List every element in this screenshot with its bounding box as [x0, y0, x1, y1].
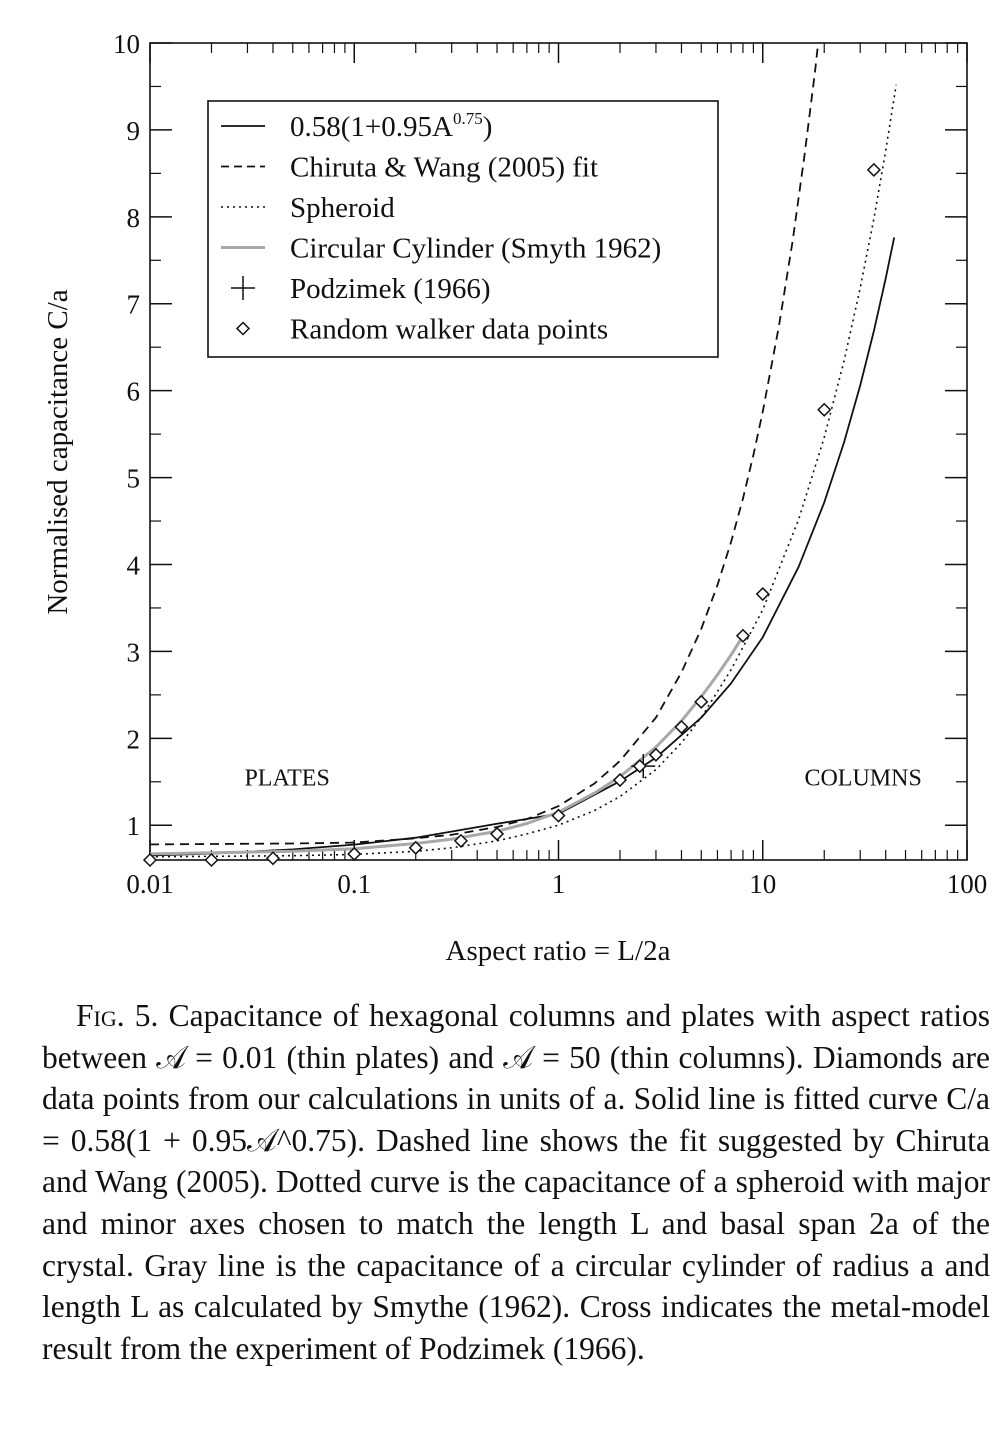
legend-label-1: Chiruta & Wang (2005) fit: [290, 152, 598, 184]
data-point-diamond: [489, 826, 505, 841]
data-point-diamond: [347, 846, 362, 861]
legend-label-3: Circular Cylinder (Smyth 1962): [290, 233, 661, 265]
x-tick-label: 10: [749, 869, 776, 899]
y-tick-label: 3: [127, 637, 141, 667]
data-point-diamond: [453, 833, 469, 848]
y-tick-label: 7: [127, 290, 141, 320]
y-tick-label: 8: [127, 203, 141, 233]
y-tick-label: 2: [127, 724, 141, 754]
data-point-diamond: [632, 759, 647, 774]
data-point-diamond: [817, 402, 832, 417]
caption-text: Capacitance of hexagonal columns and pla…: [42, 998, 991, 1366]
data-point-diamond: [408, 840, 423, 855]
figure-caption: Fig. 5. Capacitance of hexagonal columns…: [42, 995, 990, 1369]
annotation-layer: PLATES COLUMNS: [244, 765, 921, 791]
data-point-diamond: [694, 694, 709, 709]
annotation-plates: PLATES: [244, 765, 329, 791]
y-tick-label: 10: [113, 29, 140, 59]
data-point-diamond: [674, 719, 689, 735]
y-tick-label: 1: [127, 811, 141, 841]
x-tick-label: 0.01: [126, 869, 173, 899]
annotation-columns: COLUMNS: [804, 765, 921, 791]
data-point-diamond: [204, 852, 219, 868]
data-point-diamond: [648, 747, 664, 762]
series-layer: [150, 43, 897, 858]
legend-label-4: Podzimek (1966): [290, 273, 491, 305]
data-point-diamond: [612, 772, 628, 788]
data-point-diamond: [551, 808, 566, 823]
data-point-diamond: [235, 321, 251, 336]
x-axis-label: Aspect ratio = L/2a: [446, 935, 671, 967]
y-tick-label: 9: [127, 116, 141, 146]
axis-ticks: 0.01 0.1 1 10 100 1 2 3 4 5 6 7 8 9 10: [113, 29, 987, 899]
data-point-cross: [231, 276, 255, 300]
y-tick-label: 4: [127, 550, 141, 580]
y-axis-label: Normalised capacitance C/a: [42, 289, 74, 614]
legend-label-2: Spheroid: [290, 192, 395, 224]
x-tick-label: 100: [947, 869, 988, 899]
data-point-diamond: [755, 586, 770, 602]
chart: 0.01 0.1 1 10 100 1 2 3 4 5 6 7 8 9 10 PLATES COLUMNS A…: [42, 29, 987, 967]
x-tick-label: 1: [552, 869, 566, 899]
caption-label: Fig. 5.: [76, 998, 159, 1033]
series-line-2: [150, 84, 897, 858]
series-line-1: [150, 43, 820, 846]
data-point-diamond: [866, 162, 881, 177]
legend-box: [207, 100, 719, 358]
legend-label-5: Random walker data points: [290, 314, 608, 346]
series-line-3: [150, 635, 745, 856]
x-tick-label: 0.1: [337, 869, 371, 899]
data-point-diamond: [265, 851, 281, 866]
series-line-0: [150, 237, 896, 857]
data-point-diamond: [142, 852, 158, 868]
y-tick-label: 6: [127, 377, 141, 407]
marker-layer: [142, 162, 881, 868]
y-tick-label: 5: [127, 464, 141, 494]
legend: 0.58(1+0.95A0.75)Chiruta & Wang (2005) f…: [207, 100, 719, 358]
data-point-diamond: [735, 628, 751, 643]
